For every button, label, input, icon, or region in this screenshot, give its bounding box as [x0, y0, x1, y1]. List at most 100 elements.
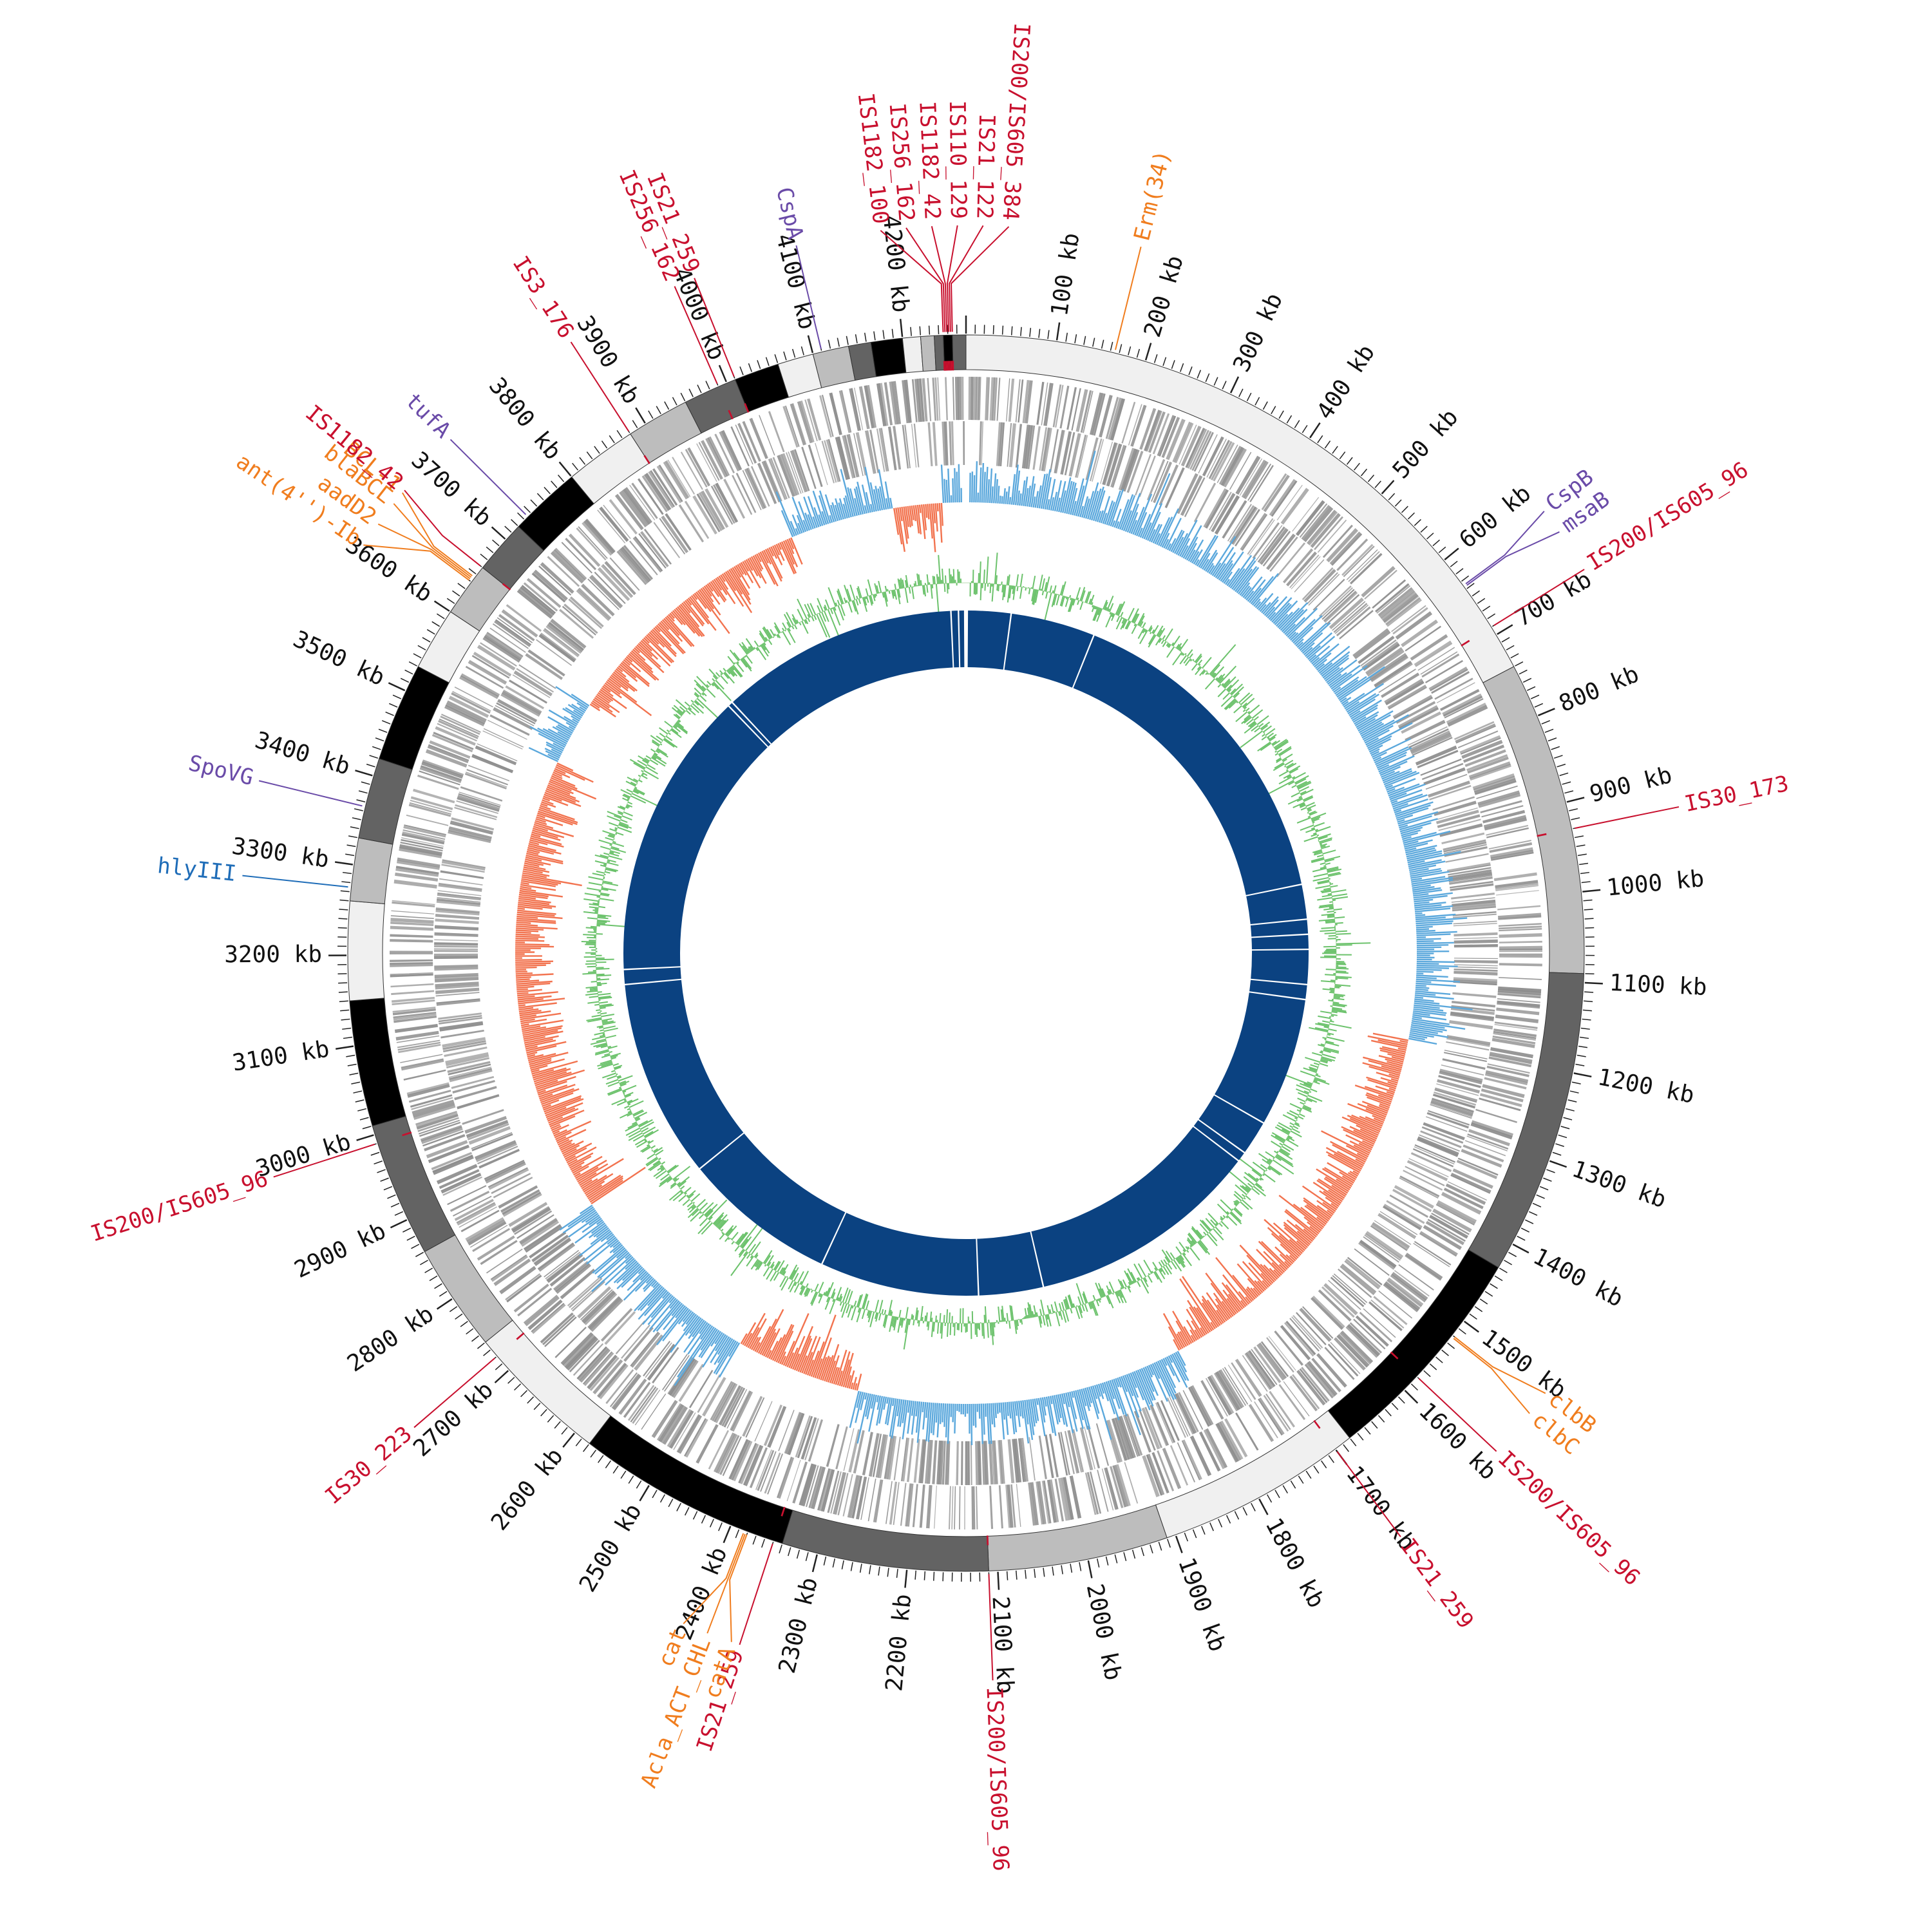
minor-tick: [351, 1081, 361, 1084]
minor-tick: [372, 746, 381, 750]
feature-block: [1372, 1222, 1410, 1249]
feature-block: [1056, 430, 1065, 474]
feature-block: [884, 1435, 893, 1479]
feature-block: [1269, 1390, 1296, 1428]
feature-block: [619, 491, 647, 527]
feature-block: [782, 406, 799, 448]
feature-block: [1484, 1072, 1528, 1086]
minor-tick: [748, 363, 752, 372]
feature-block: [742, 1396, 763, 1437]
feature-block: [1481, 805, 1524, 818]
feature-block: [1007, 1439, 1015, 1483]
minor-tick: [404, 669, 413, 675]
feature-block: [1447, 705, 1488, 727]
major-tick: [1381, 480, 1395, 495]
minor-tick: [411, 1244, 420, 1249]
minor-tick: [358, 790, 368, 794]
feature-block: [1214, 495, 1240, 535]
minor-tick: [1432, 539, 1440, 547]
minor-tick: [761, 1539, 765, 1548]
feature-block: [1146, 1454, 1165, 1496]
feature-block: [460, 786, 503, 802]
feature-block: [1008, 378, 1015, 422]
feature-block: [1481, 1088, 1524, 1103]
feature-block: [1061, 1477, 1072, 1520]
is-marker: [943, 361, 946, 371]
contig-segment: [934, 335, 945, 371]
feature-block: [1494, 1021, 1538, 1029]
feature-block: [615, 1320, 646, 1354]
feature-block: [1173, 1394, 1195, 1435]
feature-block: [1408, 728, 1449, 748]
feature-block: [932, 422, 938, 466]
minor-tick: [1096, 1558, 1100, 1568]
feature-block: [1162, 1448, 1182, 1490]
feature-block: [544, 1316, 577, 1347]
feature-block: [1036, 1481, 1044, 1525]
feature-block: [542, 1314, 576, 1345]
minor-tick: [551, 480, 558, 488]
feature-block: [1455, 723, 1496, 744]
feature-block: [1428, 782, 1470, 798]
feature-block: [1135, 453, 1151, 496]
feature-block: [1405, 1166, 1445, 1186]
feature-block: [1419, 1233, 1457, 1257]
feature-block: [529, 1231, 567, 1259]
feature-block: [712, 1382, 736, 1423]
feature-block: [1354, 630, 1391, 659]
feature-block: [469, 659, 507, 683]
feature-block: [855, 1476, 867, 1520]
tick-label: 3200 kb: [224, 942, 322, 969]
minor-tick: [392, 694, 402, 699]
minor-tick: [832, 1558, 836, 1568]
feature-block: [1046, 1479, 1057, 1523]
annotation-leader: [570, 341, 629, 432]
feature-block: [1318, 1289, 1352, 1322]
feature-block: [432, 1155, 474, 1175]
minor-tick: [1162, 357, 1167, 366]
feature-block: [1376, 585, 1411, 614]
feature-block: [952, 377, 955, 421]
feature-block: [1289, 1318, 1320, 1352]
feature-block: [912, 1484, 918, 1528]
annotation-label: tufA: [400, 388, 455, 443]
major-tick: [1258, 1498, 1269, 1515]
feature-block: [851, 1475, 862, 1519]
feature-block: [960, 377, 964, 421]
feature-block: [1496, 1007, 1540, 1016]
feature-block: [444, 1046, 488, 1057]
feature-block: [790, 403, 806, 446]
feature-block: [477, 743, 518, 762]
feature-block: [672, 1359, 699, 1399]
feature-block: [495, 619, 532, 645]
minor-tick: [1123, 1552, 1127, 1562]
feature-block: [1365, 1233, 1403, 1260]
feature-block: [572, 1281, 605, 1312]
feature-block: [957, 377, 961, 421]
feature-block: [501, 609, 538, 638]
feature-block: [493, 707, 533, 730]
feature-block: [1454, 971, 1498, 975]
feature-block: [439, 878, 483, 886]
feature-block: [1436, 1083, 1479, 1096]
feature-block: [1378, 668, 1416, 693]
feature-block: [1355, 1315, 1389, 1347]
feature-block: [964, 1486, 965, 1530]
feature-block: [1224, 1418, 1248, 1458]
feature-block: [489, 627, 526, 653]
feature-block: [495, 705, 535, 726]
feature-block: [1085, 437, 1099, 480]
minor-tick: [864, 332, 867, 342]
feature-block: [417, 1117, 459, 1132]
feature-block: [588, 1297, 622, 1331]
feature-block: [498, 614, 535, 641]
feature-block: [442, 1037, 486, 1048]
feature-block: [1405, 719, 1446, 742]
feature-block: [1432, 1094, 1476, 1109]
annotation-leader: [988, 1574, 994, 1681]
feature-block: [391, 990, 435, 996]
feature-block: [698, 492, 723, 531]
minor-tick: [1574, 835, 1584, 838]
feature-block: [1466, 1135, 1508, 1151]
feature-block: [1285, 1320, 1316, 1356]
